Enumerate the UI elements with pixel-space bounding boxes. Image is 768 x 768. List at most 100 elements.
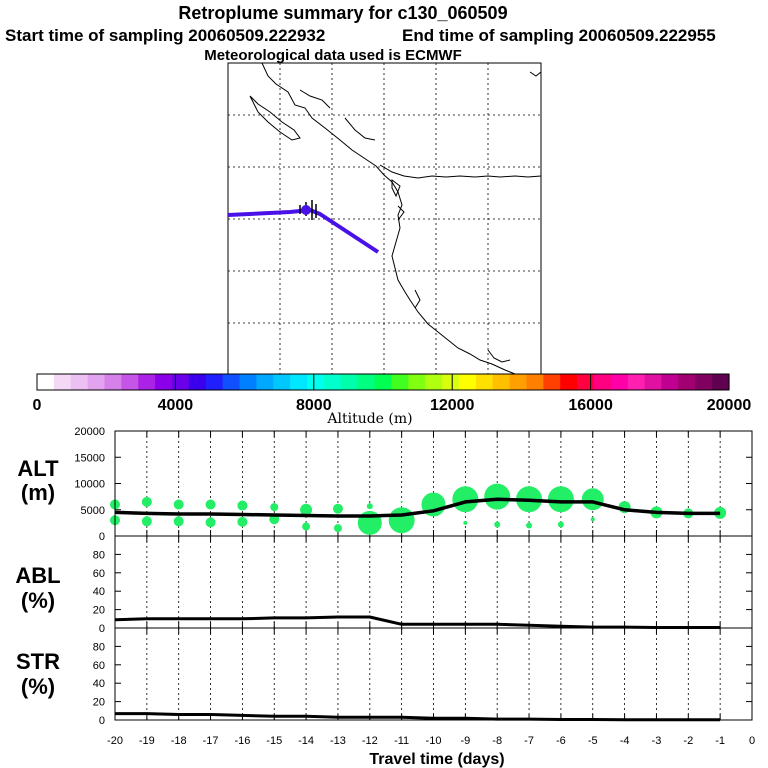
colorbar-swatch <box>37 374 55 390</box>
altitude-bubble <box>557 521 564 528</box>
altitude-bubble <box>463 520 468 525</box>
track-blob <box>301 205 311 215</box>
colorbar-swatch <box>695 374 713 390</box>
y-tick-label: 15000 <box>74 452 105 464</box>
colorbar-swatch <box>627 374 646 390</box>
colorbar-swatch <box>678 374 696 390</box>
y-tick-label: 40 <box>93 586 105 598</box>
colorbar-swatch <box>442 374 460 390</box>
colorbar-swatch <box>458 374 477 390</box>
colorbar-swatch <box>391 374 409 390</box>
abl-label-2: (%) <box>21 588 55 613</box>
inlet-a <box>299 89 331 109</box>
colorbar-swatch <box>610 374 629 390</box>
x-tick-label: -10 <box>426 735 442 747</box>
ne-feature <box>529 71 542 77</box>
altitude-bubble <box>300 503 313 516</box>
altitude-bubble <box>333 524 342 533</box>
colorbar-tick-label: 16000 <box>568 397 613 414</box>
border-line <box>379 164 542 179</box>
x-tick-label: -20 <box>107 735 123 747</box>
alt-label-2: (m) <box>21 480 55 505</box>
bay-outline <box>397 205 405 221</box>
colorbar-swatch <box>70 374 89 390</box>
x-tick-label: -3 <box>652 735 662 747</box>
sound-outline <box>391 179 401 198</box>
mainland-coast <box>261 62 516 375</box>
colorbar-swatch <box>104 374 122 390</box>
altitude-bubble <box>237 500 248 511</box>
map-gridlines <box>228 63 541 374</box>
str-label-2: (%) <box>21 674 55 699</box>
abl-panel: 0 20 40 60 80 ABL (%) <box>15 535 753 635</box>
end-time-label: End time of sampling 20060509.222955 <box>402 26 716 45</box>
altitude-bubble <box>581 488 604 511</box>
x-tick-label: -6 <box>556 735 566 747</box>
altitude-bubble <box>366 503 373 510</box>
x-tick-label: -11 <box>394 735 409 747</box>
x-tick-label: -14 <box>298 735 314 747</box>
colorbar-swatch <box>712 374 730 390</box>
colorbar-swatch <box>239 374 258 390</box>
str-line <box>115 712 721 722</box>
colorbar-swatch <box>155 374 173 390</box>
altitude-bubble <box>141 516 152 527</box>
y-tick-label: 80 <box>93 641 105 653</box>
altitude-bubble <box>400 500 403 503</box>
colorbar-swatch <box>273 374 291 390</box>
str-panel: 0 20 40 60 80 STR (%) <box>16 627 753 727</box>
colorbar-tick-label: 0 <box>33 397 42 414</box>
altitude-bubble <box>332 503 343 514</box>
altitude-bubble <box>302 522 311 531</box>
altitude-bubble <box>714 506 727 519</box>
colorbar-frame <box>36 373 730 391</box>
x-tick-label: -13 <box>330 735 346 747</box>
colorbar-swatch <box>205 374 224 390</box>
altitude-bubble <box>173 499 184 510</box>
x-tick-label: -19 <box>139 735 155 747</box>
colorbar-swatch <box>543 374 561 390</box>
colorbar-swatch <box>290 374 308 390</box>
y-tick-label: 20 <box>93 697 105 709</box>
altitude-bubble <box>484 483 511 510</box>
colorbar-title: Altitude (m) <box>326 411 412 427</box>
colorbar-tick-label: 4000 <box>158 397 194 414</box>
y-tick-label: 10000 <box>74 479 105 491</box>
colorbar-swatch <box>357 374 376 390</box>
inlet-b <box>344 117 376 141</box>
abl-panel-grid <box>114 536 753 628</box>
y-tick-label: 20000 <box>74 426 105 438</box>
colorbar-swatch <box>307 374 325 390</box>
altitude-bubble <box>590 517 595 522</box>
alt-panel: 0 5000 10000 15000 20000 ALT (m) <box>17 426 753 543</box>
y-tick-label: 0 <box>99 623 105 635</box>
start-time-label: Start time of sampling 20060509.222932 <box>5 26 325 45</box>
y-tick-label: 60 <box>93 568 105 580</box>
colorbar-swatch <box>560 374 578 390</box>
colorbar-swatch <box>256 374 274 390</box>
colorbar-swatch <box>593 374 612 390</box>
coastline <box>249 62 542 375</box>
bay-south <box>414 289 421 309</box>
abl-label-1: ABL <box>15 563 60 588</box>
island-outline <box>249 95 301 141</box>
colorbar-swatch <box>408 374 426 390</box>
str-y-ticks: 0 20 40 60 80 <box>93 641 752 727</box>
colorbar-swatch <box>172 374 190 390</box>
abl-y-ticks: 0 20 40 60 80 <box>93 549 752 635</box>
x-tick-label: -4 <box>620 735 630 747</box>
colorbar-swatch <box>138 374 156 390</box>
altitude-bubble <box>388 507 415 534</box>
colorbar-swatch <box>323 374 342 390</box>
y-tick-label: 20 <box>93 605 105 617</box>
x-tick-label: -12 <box>362 735 378 747</box>
altitude-bubble <box>452 486 479 513</box>
abl-line <box>114 615 721 629</box>
str-label-1: STR <box>16 649 60 674</box>
alt-y-ticks: 0 5000 10000 15000 20000 <box>74 426 752 543</box>
colorbar-tick-label: 20000 <box>707 397 752 414</box>
altitude-bubble <box>526 522 533 529</box>
x-axis-title: Travel time (days) <box>369 751 504 768</box>
